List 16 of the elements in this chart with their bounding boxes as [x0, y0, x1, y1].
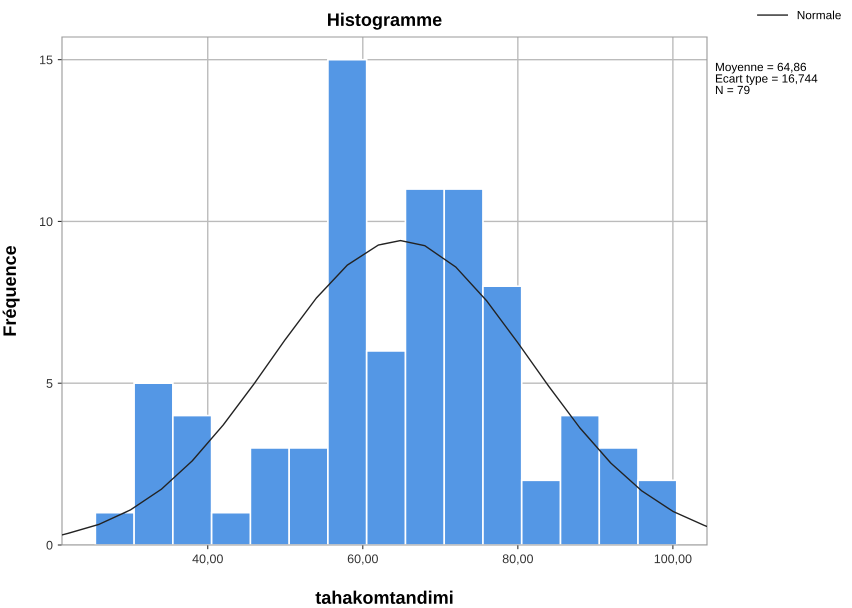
x-tick-label: 40,00 [192, 554, 223, 565]
y-tick-label: 10 [40, 217, 52, 226]
line-series [62, 240, 707, 536]
y-tick-label: 15 [40, 56, 52, 64]
x-tick-label: 60,00 [348, 554, 378, 565]
y-axis-title: Fréquence [2, 246, 20, 336]
text: Moyenne = 64,86 [716, 62, 806, 74]
chart-title: Histogramme [328, 12, 442, 30]
legend-label: Normale [798, 10, 841, 20]
x-tick-label: 100,00 [654, 554, 692, 565]
y-tick-label: 5 [46, 379, 52, 388]
x-axis-title: tahakomtandimi [316, 590, 452, 604]
x-tick-label: 80,00 [502, 554, 533, 565]
y-tick-label: 0 [46, 540, 52, 550]
text: N = 79 [716, 86, 750, 94]
text: Ecart type = 16,744 [716, 74, 818, 85]
